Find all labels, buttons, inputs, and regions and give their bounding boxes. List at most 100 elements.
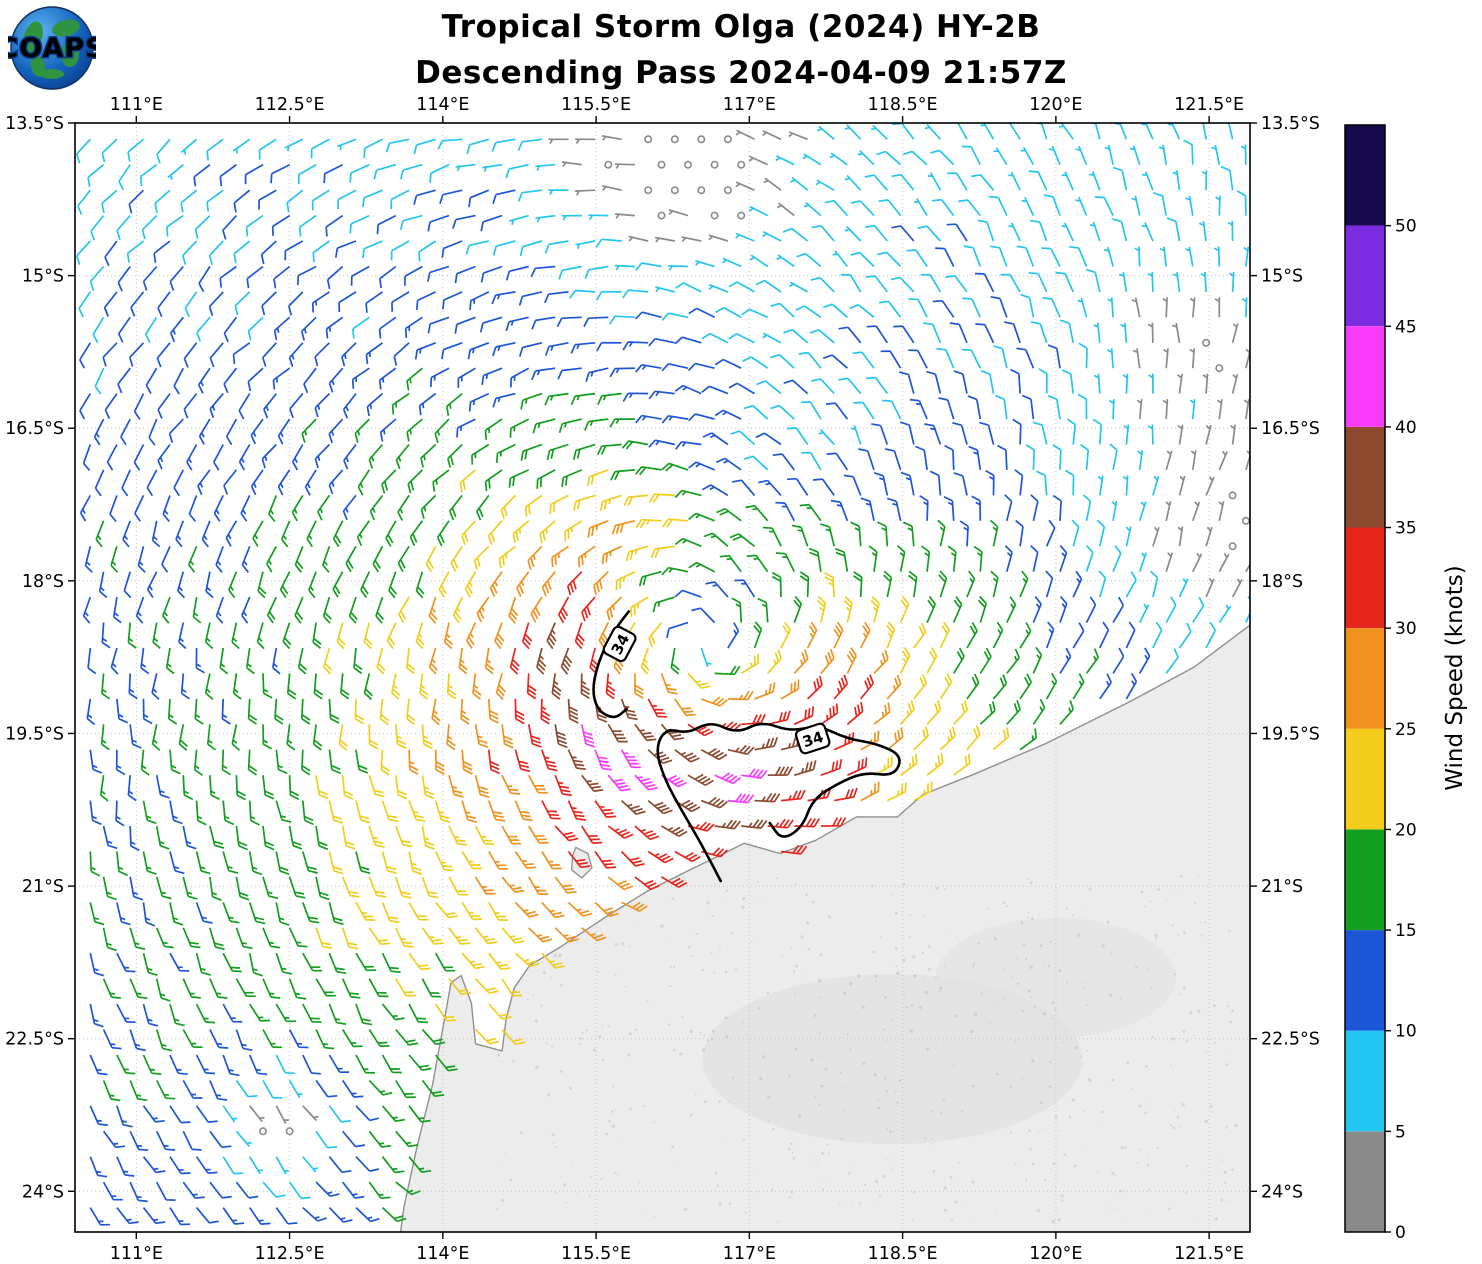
wind-barb: [1015, 519, 1024, 547]
wind-barb: [647, 799, 673, 815]
wind-barb: [495, 443, 516, 463]
wind-barb: [932, 198, 955, 217]
wind-barb: [484, 469, 503, 491]
figure-title: Tropical Storm Olga (2024) HY-2B Descend…: [0, 4, 1482, 96]
wind-barb: [428, 596, 438, 624]
wind-barb: [197, 469, 211, 496]
wind-barb: [833, 732, 855, 751]
wind-barb: [762, 231, 782, 242]
wind-barb: [793, 649, 809, 674]
wind-barb: [780, 844, 808, 855]
wind-barb: [155, 775, 170, 799]
wind-barb: [1038, 368, 1048, 394]
wind-barb: [222, 952, 242, 973]
y-tick-label-right: 21°S: [1261, 877, 1303, 897]
wind-barb: [974, 272, 995, 293]
wind-barb: [288, 1079, 303, 1099]
wind-barb: [1055, 271, 1074, 293]
calm-circle: [644, 135, 653, 144]
y-tick-label-right: 15°S: [1261, 267, 1303, 287]
wind-barb: [362, 240, 383, 259]
wind-barb: [1065, 469, 1075, 496]
wind-barb: [235, 1181, 259, 1199]
wind-barb: [406, 367, 423, 391]
wind-barb: [757, 597, 769, 623]
wind-barb: [314, 393, 331, 418]
wind-barb: [541, 571, 556, 597]
wind-barb: [514, 851, 537, 869]
colorbar-tick-label: 5: [1395, 1122, 1406, 1142]
wind-barb: [505, 163, 529, 179]
wind-barb: [474, 978, 499, 995]
wind-barb: [221, 749, 232, 776]
wind-barb: [1006, 700, 1021, 725]
wind-barb: [820, 523, 836, 547]
wind-barb: [648, 622, 663, 648]
wind-barb: [1177, 526, 1184, 547]
wind-barb: [137, 546, 146, 573]
wind-barb: [850, 200, 875, 217]
wind-barb: [110, 647, 119, 675]
wind-barb: [116, 902, 131, 926]
wind-barb: [990, 570, 999, 598]
wind-barb: [222, 1207, 245, 1225]
wind-barb: [661, 462, 689, 472]
wind-barb: [182, 1181, 205, 1200]
wind-barb: [332, 571, 344, 598]
wind-barb: [405, 647, 416, 675]
wind-barb: [567, 749, 586, 771]
colorbar-tick-label: 0: [1395, 1223, 1406, 1243]
wind-barb: [275, 800, 292, 823]
wind-barb: [886, 497, 902, 521]
wind-barb: [248, 953, 263, 977]
wind-barb: [939, 621, 950, 649]
wind-barb: [328, 952, 347, 975]
wind-barb: [635, 363, 662, 373]
colorbar-tick-label: 30: [1395, 619, 1417, 639]
wind-barb: [913, 781, 933, 802]
wind-barb: [661, 825, 688, 837]
wind-barb: [116, 1156, 135, 1177]
wind-barb: [741, 308, 769, 319]
wind-barb: [622, 341, 649, 351]
wind-barb: [438, 571, 450, 598]
wind-barb: [754, 682, 776, 700]
wind-barb: [1245, 562, 1250, 573]
wind-barb: [408, 952, 431, 971]
wind-barb: [1093, 322, 1101, 343]
wind-barb: [625, 545, 649, 562]
wind-barb: [116, 1003, 136, 1024]
wind-barb: [567, 850, 591, 869]
wind-barb: [541, 800, 561, 820]
wind-barb: [341, 342, 357, 367]
wind-barb: [1047, 344, 1061, 369]
wind-barb: [325, 316, 344, 339]
wind-barb: [142, 851, 157, 875]
wind-barb: [197, 367, 211, 394]
wind-barb: [977, 219, 995, 242]
wind-barb: [1032, 421, 1048, 445]
wind-barb: [381, 952, 401, 973]
wind-barb: [967, 395, 982, 420]
wind-barb: [647, 850, 674, 864]
wind-barb: [194, 698, 204, 725]
wind-barb: [1141, 123, 1154, 140]
wind-barb: [899, 647, 911, 674]
wind-barb: [487, 749, 501, 775]
wind-barb: [153, 240, 171, 263]
wind-barb: [574, 622, 585, 650]
wind-barb: [355, 901, 376, 921]
wind-barb: [1019, 728, 1038, 751]
wind-barb: [993, 345, 1008, 369]
wind-barb: [231, 622, 240, 650]
wind-barb: [368, 978, 389, 998]
wind-barb: [876, 150, 902, 166]
wind-barb: [840, 273, 862, 293]
coaps-logo: COAPS: [0, 4, 106, 92]
wind-barb: [871, 423, 889, 445]
wind-barb: [521, 622, 533, 650]
wind-barb: [232, 342, 251, 364]
wind-barb: [425, 545, 437, 573]
wind-barb: [466, 138, 490, 155]
wind-barb: [198, 266, 211, 293]
